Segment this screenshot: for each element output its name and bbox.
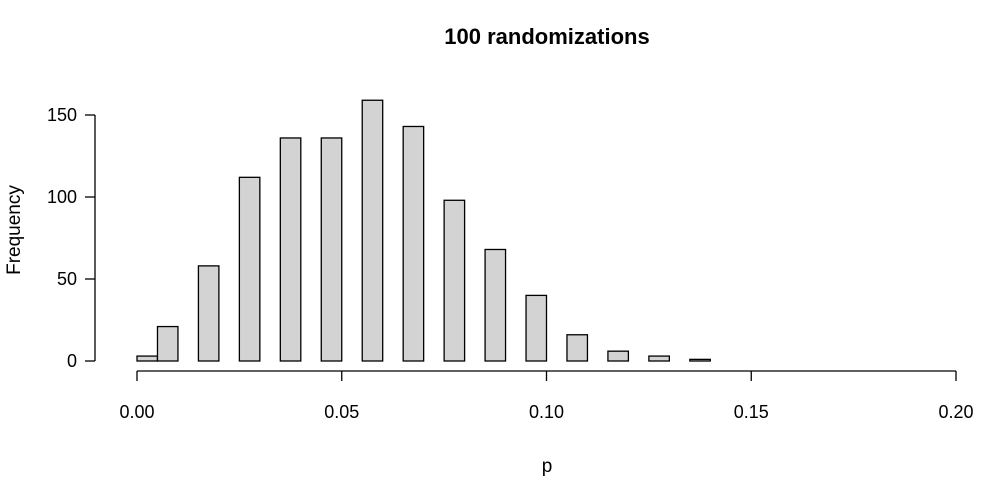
x-tick-label: 0.15 <box>734 402 769 422</box>
x-tick-label: 0.20 <box>938 402 973 422</box>
y-axis-label: Frequency <box>4 185 25 275</box>
y-tick-label: 100 <box>47 187 77 207</box>
y-tick-label: 150 <box>47 105 77 125</box>
x-tick-label: 0.10 <box>529 402 564 422</box>
histogram-bar <box>443 199 466 362</box>
histogram-bar <box>136 355 159 362</box>
y-tick-label: 0 <box>67 351 77 371</box>
histogram-bar <box>566 334 589 362</box>
histogram-bar <box>484 248 507 362</box>
histogram-bar <box>156 325 179 362</box>
histogram-bar <box>402 125 425 362</box>
y-axis: 0 50 100 150 <box>47 105 96 371</box>
histogram-bar <box>525 294 548 362</box>
histogram-bar <box>648 355 671 362</box>
histogram-bar <box>689 358 711 362</box>
histogram-bar <box>197 265 220 362</box>
x-axis-label: p <box>542 456 553 477</box>
y-tick-label: 50 <box>57 269 77 289</box>
chart-title: 100 randomizations <box>444 24 649 49</box>
histogram-bar <box>361 99 384 362</box>
x-axis: 0.00 0.05 0.10 0.15 0.20 <box>119 370 974 422</box>
histogram-bar <box>238 176 261 362</box>
x-tick-label: 0.00 <box>119 402 154 422</box>
histogram-bar <box>279 137 302 362</box>
x-tick-label: 0.05 <box>324 402 359 422</box>
bars-group <box>136 99 711 362</box>
histogram-bar <box>320 137 343 362</box>
histogram-bar <box>607 350 630 362</box>
